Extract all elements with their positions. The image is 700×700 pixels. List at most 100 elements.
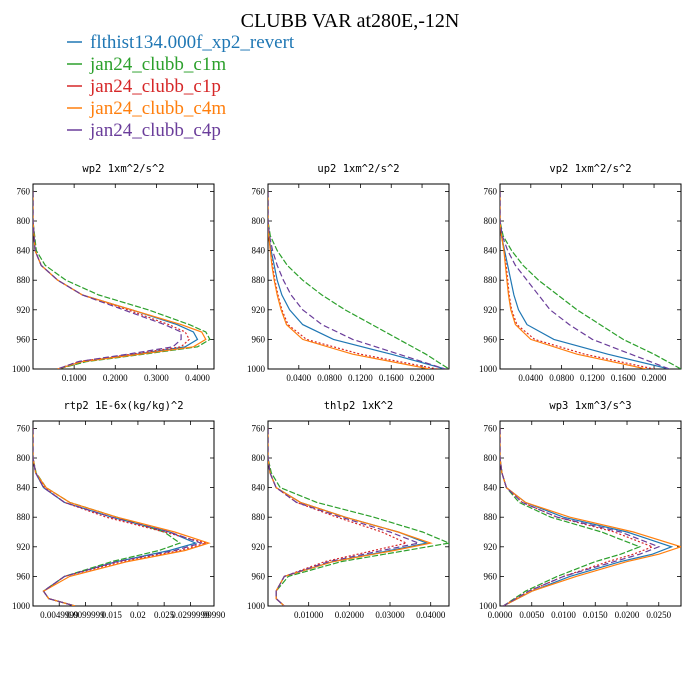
y-tick-label: 840 [252,246,266,256]
x-tick-label: 0.015 [102,610,123,620]
series-group [33,191,211,369]
y-tick-label: 920 [484,305,498,315]
x-tick-label: 0.0250 [646,610,671,620]
x-tick-label: 0.1000 [62,373,87,383]
y-tick-label: 760 [17,423,31,433]
x-tick-label: 0.0049999 [40,610,79,620]
plot-frame [267,420,450,607]
series-line [268,191,446,369]
y-tick-label: 920 [17,305,31,315]
x-tick-label: 0.1600 [379,373,404,383]
x-tick-label: 0.0099999 [66,610,105,620]
y-tick-label: 800 [17,453,31,463]
x-tick-label: 0.2000 [642,373,667,383]
y-tick-label: 760 [252,186,266,196]
x-tick-label: 0.025 [154,610,175,620]
x-tick-label: 0.0200 [615,610,640,620]
series-line [33,191,211,369]
panel-title: thlp2 1xK^2 [324,400,394,412]
y-tick-label: 760 [484,186,498,196]
series-group [33,428,211,606]
legend-entry: jan24_clubb_c1m [67,54,226,75]
y-tick-label: 880 [17,512,31,522]
y-tick-label: 920 [252,542,266,552]
y-tick-label: 1000 [479,601,498,611]
legend-label: jan24_clubb_c1p [89,76,221,97]
y-tick-label: 880 [252,275,266,285]
plot-frame [499,183,682,370]
y-tick-label: 1000 [247,364,266,374]
y-tick-label: 920 [484,542,498,552]
x-tick-label: 0.0800 [549,373,574,383]
x-tick-label: 0.0299999 [171,610,210,620]
chart-panels: wp2 1xm^2/s^2 760 800 840 880 920 960 1000 0.100… [12,163,682,620]
series-line [268,428,409,606]
y-tick-label: 1000 [12,601,31,611]
series-line [268,428,421,606]
panel-title: vp2 1xm^2/s^2 [549,163,631,175]
y-tick-label: 840 [17,246,31,256]
series-group [268,428,449,606]
y-tick-label: 840 [252,483,266,493]
legend-label: jan24_clubb_c1m [89,54,226,75]
chart-panel: up2 1xm^2/s^2 760 800 840 880 920 960 1000 0.040… [247,163,450,383]
y-tick-label: 960 [17,334,31,344]
series-line [500,191,647,369]
x-tick-label: 0.02 [130,610,146,620]
y-tick-label: 800 [252,216,266,226]
series-line [33,428,182,606]
y-tick-label: 760 [484,423,498,433]
series-line [500,191,670,369]
x-tick-label: 0.04000 [416,610,446,620]
figure-title: CLUBB VAR at280E,-12N [241,10,460,32]
y-tick-label: 960 [484,571,498,581]
series-group [500,191,681,369]
y-tick-label: 800 [17,216,31,226]
series-line [268,191,449,369]
x-tick-label: 0.0100 [551,610,576,620]
chart-panel: wp2 1xm^2/s^2 760 800 840 880 920 960 1000 0.100… [12,163,215,383]
x-tick-label: 0.2000 [103,373,128,383]
legend: flthist134.000f_xp2_revertjan24_clubb_c1… [67,32,295,141]
series-line [500,191,670,369]
x-tick-label: 0.1200 [348,373,373,383]
y-tick-label: 840 [484,483,498,493]
legend-label: jan24_clubb_c4m [89,98,226,119]
legend-entry: flthist134.000f_xp2_revert [67,32,295,53]
series-group [268,191,449,369]
series-line [500,428,674,606]
series-line [33,191,191,369]
series-line [500,191,655,369]
y-tick-label: 840 [484,246,498,256]
legend-entry: jan24_clubb_c4m [67,98,226,119]
chart-panel: thlp2 1xK^2 760 800 840 880 920 960 1000 0.01000… [247,400,450,620]
y-tick-label: 920 [252,305,266,315]
series-line [268,191,438,369]
x-tick-label: 0.0400 [518,373,543,383]
legend-entry: jan24_clubb_c1p [67,76,221,97]
y-tick-label: 960 [252,334,266,344]
y-tick-label: 960 [484,334,498,344]
y-tick-label: 880 [484,275,498,285]
legend-label: flthist134.000f_xp2_revert [90,32,295,53]
plot-frame [499,420,682,607]
x-tick-label: 0.0800 [317,373,342,383]
y-tick-label: 1000 [479,364,498,374]
series-line [500,191,681,369]
legend-entry: jan24_clubb_c4p [67,120,221,141]
series-line [33,191,207,369]
y-tick-label: 800 [252,453,266,463]
y-tick-label: 960 [252,571,266,581]
panel-title: wp3 1xm^3/s^3 [549,400,631,412]
x-tick-label: 0.0000 [488,610,513,620]
series-line [268,428,433,606]
series-line [33,428,198,606]
series-line [268,428,449,606]
panel-title: up2 1xm^2/s^2 [317,163,399,175]
y-tick-label: 880 [484,512,498,522]
series-line [500,428,681,606]
series-line [33,428,203,606]
y-tick-label: 800 [484,216,498,226]
x-tick-label: 0.4000 [185,373,210,383]
x-tick-label: 0.3000 [144,373,169,383]
